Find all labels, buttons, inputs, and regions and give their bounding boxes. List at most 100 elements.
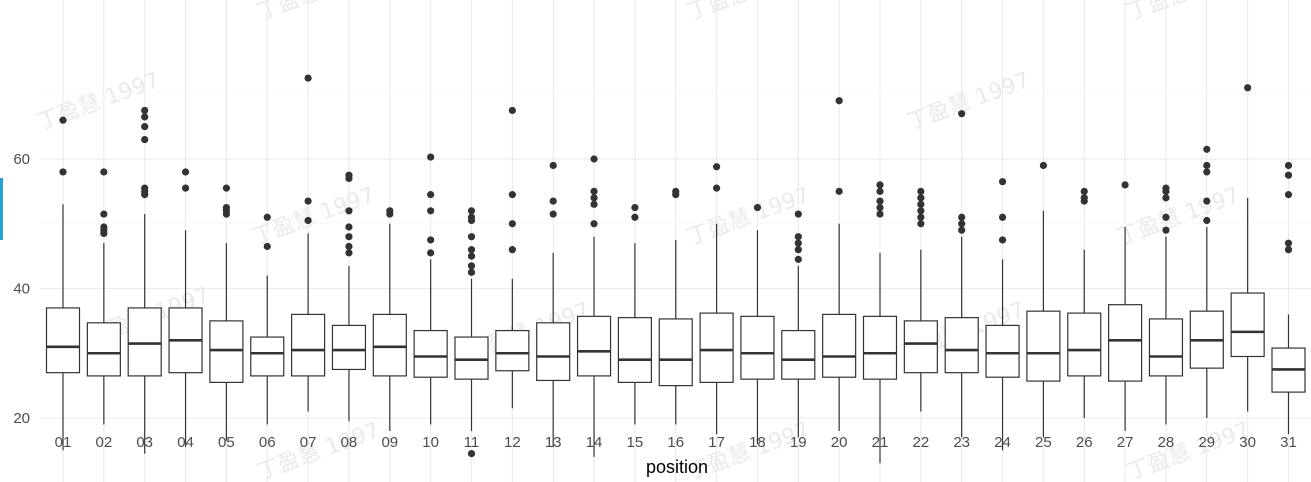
x-tick-label: 12	[504, 434, 521, 451]
x-tick-label: 10	[422, 434, 439, 451]
outlier-point	[386, 207, 394, 215]
box-iqr	[985, 324, 1020, 378]
x-tick-label: 28	[1158, 434, 1175, 451]
box-17	[699, 163, 734, 435]
x-tick-label: 14	[586, 434, 603, 451]
x-axis-title: position	[646, 457, 708, 477]
box-02	[86, 168, 121, 425]
x-tick-label: 08	[341, 434, 358, 451]
outlier-point	[467, 207, 476, 215]
x-tick-label: 15	[627, 434, 644, 451]
box-29	[1189, 145, 1224, 418]
box-31	[1271, 161, 1306, 435]
outlier-point	[876, 203, 884, 212]
outlier-point	[508, 106, 516, 115]
x-tick-label: 23	[953, 434, 970, 451]
box-iqr	[822, 313, 857, 378]
outlier-point	[345, 249, 353, 257]
x-tick-label: 31	[1280, 434, 1297, 451]
outlier-point	[713, 184, 721, 192]
outlier-point	[345, 171, 353, 179]
box-iqr	[1107, 304, 1143, 382]
outlier-point	[794, 255, 802, 263]
outlier-point	[876, 187, 884, 195]
outlier-point	[345, 223, 353, 231]
outlier-point	[1203, 197, 1211, 205]
box-19	[781, 210, 816, 438]
box-13	[536, 161, 571, 448]
box-iqr	[127, 307, 162, 377]
outlier-point	[631, 213, 639, 221]
outlier-point	[345, 242, 353, 251]
outlier-point	[917, 187, 925, 195]
outlier-point	[100, 168, 108, 176]
box-iqr	[331, 324, 367, 371]
outlier-point	[794, 246, 802, 254]
outlier-point	[304, 216, 312, 225]
x-tick-label: 04	[177, 434, 194, 451]
outlier-point	[1203, 168, 1211, 176]
box-iqr	[1230, 292, 1265, 358]
outlier-point	[100, 223, 108, 231]
outlier-point	[1284, 191, 1293, 199]
box-iqr	[1148, 318, 1184, 377]
box-26	[1067, 187, 1102, 418]
box-25	[1026, 161, 1061, 438]
outlier-point	[549, 197, 557, 205]
outlier-point	[998, 213, 1007, 221]
outlier-point	[1162, 184, 1170, 192]
outlier-point	[672, 187, 680, 195]
outlier-point	[1121, 181, 1129, 189]
outlier-point	[181, 184, 190, 192]
box-03	[127, 106, 162, 454]
outlier-point	[713, 163, 721, 171]
outlier-point	[304, 197, 312, 205]
outlier-point	[181, 168, 190, 176]
outlier-point	[1203, 145, 1211, 153]
box-iqr	[1026, 310, 1061, 382]
x-tick-label: 01	[55, 434, 72, 451]
box-iqr	[862, 315, 898, 380]
box-09	[372, 207, 407, 431]
outlier-point	[467, 268, 476, 276]
y-axis: 20 40 60	[13, 151, 30, 427]
y-axis-title-fragment	[0, 178, 3, 240]
x-tick-label: 17	[708, 434, 725, 451]
watermark-text: 丁盈慧 1997	[904, 68, 1034, 136]
x-tick-label: 30	[1239, 434, 1256, 451]
y-tick-label: 40	[13, 281, 30, 298]
x-tick-label: 11	[464, 434, 480, 451]
box-14	[576, 155, 612, 457]
outlier-point	[1284, 171, 1293, 179]
outlier-point	[1284, 161, 1293, 170]
x-tick-label: 21	[872, 434, 889, 451]
box-23	[944, 110, 979, 438]
outlier-point	[549, 161, 557, 170]
box-24	[985, 178, 1020, 451]
x-axis: 01 02 03 04 05 06 07 08 09 10 11 12 13 14 15 16 17 18 19 20…	[55, 434, 1297, 451]
outlier-point	[427, 207, 435, 215]
x-tick-label: 02	[96, 434, 113, 451]
outlier-point	[590, 194, 598, 202]
x-tick-label: 05	[218, 434, 235, 451]
box-iqr	[209, 320, 244, 383]
x-tick-label: 20	[831, 434, 848, 451]
outlier-point	[467, 252, 476, 260]
outlier-point	[141, 106, 149, 115]
outlier-point	[1039, 161, 1047, 170]
box-iqr	[1067, 312, 1102, 377]
outlier-point	[263, 242, 271, 251]
box-04	[168, 168, 203, 448]
watermark-layer: 丁盈慧 1997 丁盈慧 1997 丁盈慧 1997 丁盈慧 1997 丁盈慧 1997…	[34, 0, 1254, 482]
x-tick-label: 09	[381, 434, 398, 451]
box-27	[1107, 181, 1143, 431]
box-18	[740, 203, 775, 444]
box-11	[454, 207, 489, 458]
outlier-point	[917, 207, 925, 215]
outlier-point	[427, 236, 435, 244]
outlier-point	[222, 184, 230, 192]
outlier-point	[876, 181, 884, 189]
outlier-point	[794, 239, 802, 247]
outlier-point	[876, 210, 884, 218]
box-20	[822, 97, 857, 431]
